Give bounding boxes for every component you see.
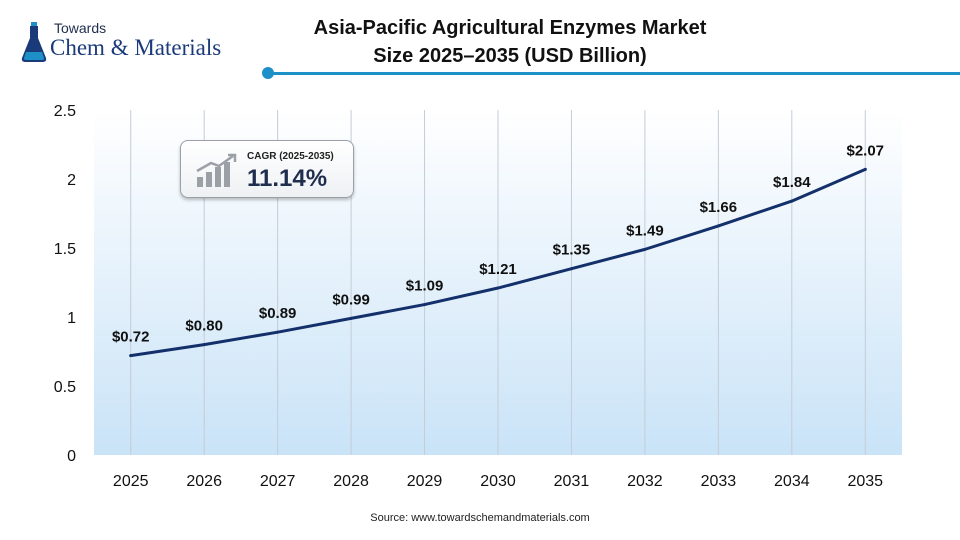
data-label: $0.89	[259, 305, 297, 322]
y-tick-label: 0.5	[54, 379, 76, 396]
data-label: $1.09	[406, 278, 444, 295]
x-tick-label: 2025	[113, 473, 149, 490]
data-point	[276, 330, 280, 334]
x-tick-label: 2031	[554, 473, 590, 490]
y-tick-label: 0	[67, 448, 76, 465]
data-label: $1.84	[773, 174, 811, 191]
x-tick-label: 2032	[627, 473, 663, 490]
x-tick-label: 2026	[186, 473, 222, 490]
y-tick-label: 1	[67, 310, 76, 327]
data-point	[569, 267, 573, 271]
x-tick-label: 2030	[480, 473, 516, 490]
data-point	[496, 286, 500, 290]
x-tick-label: 2034	[774, 473, 810, 490]
data-label: $1.66	[700, 199, 738, 216]
data-point	[716, 224, 720, 228]
data-label: $0.99	[332, 291, 370, 308]
x-tick-label: 2028	[333, 473, 369, 490]
chart-title: Asia-Pacific Agricultural Enzymes Market…	[313, 17, 707, 67]
data-label: $2.07	[846, 142, 884, 159]
y-tick-label: 1.5	[54, 241, 76, 258]
x-tick-label: 2035	[847, 473, 883, 490]
growth-chart-icon	[196, 153, 237, 187]
logo-top-text: Towards	[54, 20, 107, 36]
flask-icon	[21, 22, 47, 62]
data-point	[129, 354, 133, 358]
title-divider	[262, 67, 960, 79]
cagr-label: CAGR (2025-2035)	[247, 151, 334, 162]
cagr-callout: CAGR (2025-2035) 11.14%	[180, 140, 354, 198]
brand-logo: Towards Chem & Materials	[14, 14, 254, 70]
data-label: $1.21	[479, 261, 517, 278]
x-tick-label: 2033	[701, 473, 737, 490]
data-point	[423, 303, 427, 307]
data-label: $0.80	[185, 318, 223, 335]
source-note: Source: www.towardschemandmaterials.com	[370, 512, 590, 524]
x-tick-label: 2029	[407, 473, 443, 490]
data-point	[202, 343, 206, 347]
x-tick-label: 2027	[260, 473, 296, 490]
logo-brand-text: Chem & Materials	[50, 35, 222, 60]
y-tick-label: 2	[67, 172, 76, 189]
cagr-value: 11.14%	[247, 165, 328, 192]
data-point	[863, 167, 867, 171]
data-point	[349, 316, 353, 320]
data-label: $0.72	[112, 329, 150, 346]
y-tick-label: 2.5	[54, 103, 76, 120]
data-label: $1.35	[553, 242, 591, 259]
data-label: $1.49	[626, 222, 664, 239]
data-point	[790, 199, 794, 203]
data-point	[643, 247, 647, 251]
